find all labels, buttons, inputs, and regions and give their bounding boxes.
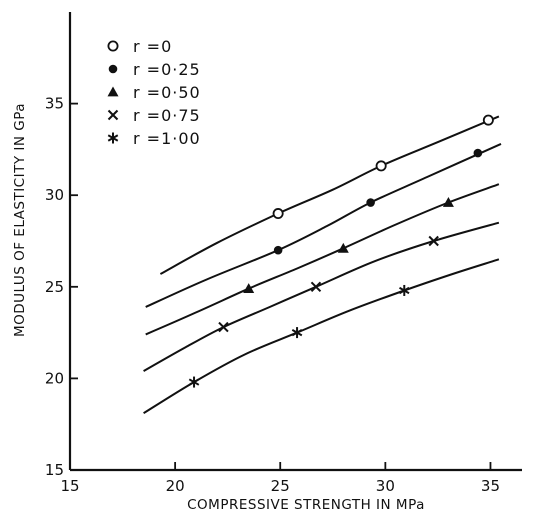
y-tick-label: 20 <box>45 369 64 387</box>
series-markers <box>188 114 494 388</box>
data-point-2-0 <box>243 283 255 294</box>
data-point-4-2 <box>399 284 410 296</box>
series-line-4 <box>143 258 500 415</box>
series-line-0 <box>159 115 500 275</box>
data-point-2-2 <box>442 197 454 207</box>
x-tick-label: 20 <box>166 477 185 495</box>
x-tick-label: 25 <box>271 477 290 495</box>
data-point-0-1 <box>375 160 387 172</box>
legend-marker-2 <box>107 86 119 97</box>
data-point-3-0 <box>218 321 229 333</box>
data-point-3-2 <box>428 235 439 247</box>
y-tick-label: 25 <box>45 278 64 296</box>
axes: 15 20 25 30 35 15 20 25 30 35 COMPRESSIVE STRENGTH… <box>12 12 522 513</box>
data-point-0-2 <box>482 114 494 126</box>
data-point-4-0 <box>188 376 200 388</box>
data-point-1-1 <box>366 198 375 207</box>
y-axis-title: MODULUS OF ELASTICITY IN GPa <box>12 103 28 337</box>
series-line-1 <box>145 142 502 308</box>
series-line-3 <box>143 221 500 372</box>
y-tick-label: 35 <box>45 95 64 113</box>
legend-marker-3 <box>107 109 119 121</box>
legend-label-3: r =0·75 <box>133 106 201 125</box>
x-axis-title: COMPRESSIVE STRENGTH IN MPa <box>187 497 425 513</box>
data-point-1-2 <box>473 148 483 158</box>
x-tick-label: 35 <box>481 477 500 495</box>
series-curves <box>143 115 502 415</box>
series-line-2 <box>145 183 500 336</box>
legend-marker-1 <box>108 64 118 74</box>
y-tick-label: 15 <box>45 461 64 479</box>
legend-label-4: r =1·00 <box>133 129 201 148</box>
data-point-0-0 <box>272 208 284 220</box>
data-point-3-1 <box>310 281 322 293</box>
x-tick-label: 30 <box>376 477 395 495</box>
data-point-4-1 <box>291 327 303 339</box>
legend-marker-4 <box>107 132 119 144</box>
legend-marker-0 <box>107 40 119 52</box>
data-point-2-1 <box>337 242 349 253</box>
x-tick-label: 15 <box>60 477 79 495</box>
legend-label-0: r =0 <box>133 37 172 56</box>
data-point-1-0 <box>273 245 283 255</box>
legend-label-1: r =0·25 <box>133 60 201 79</box>
legend: r =0 r =0·25 r =0·50 r =0·75 r =1·00 <box>107 37 201 148</box>
legend-label-2: r =0·50 <box>133 83 201 102</box>
y-tick-label: 30 <box>45 186 64 204</box>
